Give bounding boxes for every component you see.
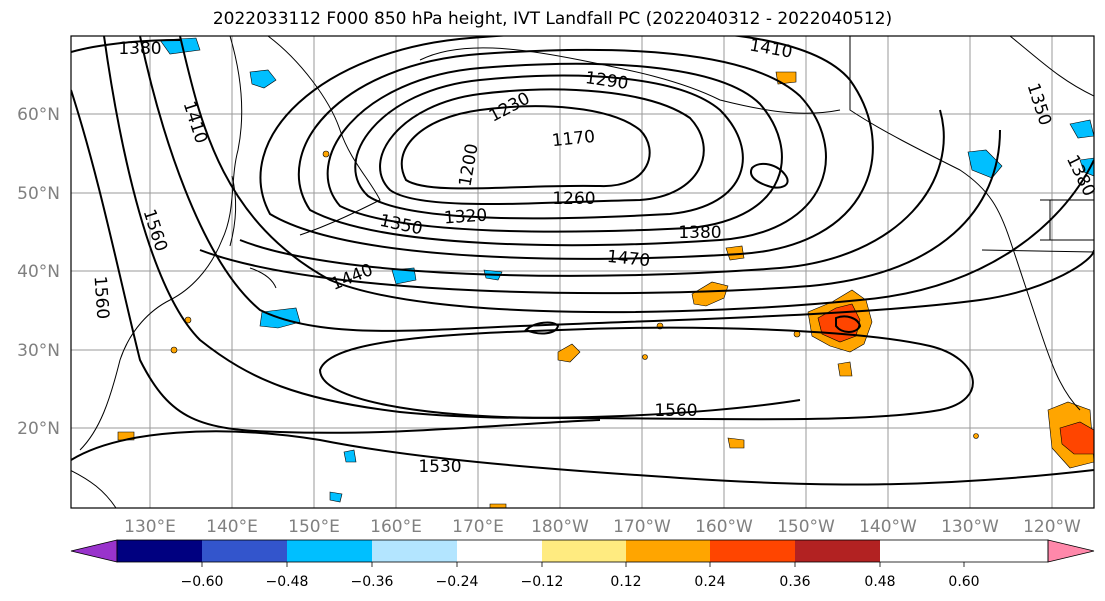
- contour-label: 1380: [678, 223, 721, 243]
- ivt-blob-negative: [1079, 157, 1094, 177]
- colorbar-bin: [710, 540, 795, 562]
- lon-label: 130°W: [941, 517, 999, 537]
- colorbar-bin: [457, 540, 542, 562]
- lon-label: 180°W: [531, 517, 589, 537]
- colorbar-bin: [542, 540, 626, 562]
- ivt-dot: [973, 433, 979, 439]
- ivt-blob-positive: [725, 245, 745, 261]
- lat-label: 40°N: [17, 262, 60, 282]
- colorbar-extend-low: [70, 539, 118, 563]
- ivt-shading: [117, 37, 1094, 508]
- colorbar-tick-label: 0.36: [779, 574, 810, 590]
- colorbar-bin: [202, 540, 287, 562]
- colorbar-tick-label: 0.12: [610, 574, 641, 590]
- ivt-blob-negative: [391, 267, 417, 285]
- contour-label: 1170: [551, 127, 596, 151]
- latitude-labels: 60°N 50°N 40°N 30°N 20°N: [17, 105, 60, 439]
- lon-label: 160°E: [370, 517, 422, 537]
- colorbar-bin: [795, 540, 880, 562]
- colorbar-tick-label: −0.60: [181, 574, 224, 590]
- ivt-blob-negative: [343, 449, 357, 463]
- contour-label: 1380: [118, 39, 161, 59]
- colorbar-bin: [372, 540, 457, 562]
- ivt-blob-positive: [837, 361, 853, 377]
- ivt-blob-negative: [329, 491, 343, 503]
- lat-label: 50°N: [17, 184, 60, 204]
- ivt-blob-strong: [1059, 421, 1094, 455]
- colorbar-bin: [287, 540, 372, 562]
- lon-label: 140°E: [206, 517, 258, 537]
- contour-label: 1560: [654, 401, 697, 421]
- colorbar-tick-label: −0.24: [436, 574, 479, 590]
- ivt-dot: [642, 354, 648, 360]
- lon-label: 150°E: [288, 517, 340, 537]
- lon-label: 130°E: [124, 517, 176, 537]
- contour-label: 1470: [606, 247, 651, 271]
- lon-label: 160°W: [695, 517, 753, 537]
- plot-area: [71, 36, 1094, 508]
- plot-frame: [70, 35, 1095, 509]
- lon-label: 170°W: [613, 517, 671, 537]
- ivt-dot: [322, 150, 330, 158]
- lon-label: 170°E: [452, 517, 504, 537]
- lon-label: 150°W: [777, 517, 835, 537]
- colorbar-tick-label: 0.60: [948, 574, 979, 590]
- colorbar-ticks: [201, 562, 965, 567]
- coastlines: [71, 36, 1094, 508]
- colorbar-tick-label: 0.48: [864, 574, 895, 590]
- ivt-blob-positive: [727, 437, 745, 449]
- colorbar-extend-high: [1047, 539, 1095, 563]
- ivt-blob-positive: [489, 503, 507, 508]
- colorbar-tick-label: −0.36: [351, 574, 394, 590]
- height-contours: [71, 36, 1094, 486]
- colorbar: −0.60 −0.48 −0.36 −0.24 −0.12 0.12 0.24 …: [70, 539, 1095, 590]
- ivt-blob-positive: [691, 281, 729, 307]
- colorbar-tick-label: −0.48: [266, 574, 309, 590]
- lon-label: 120°W: [1023, 517, 1081, 537]
- ivt-dot: [170, 346, 178, 354]
- contour-label: 1530: [418, 457, 461, 477]
- colorbar-tick-label: −0.12: [521, 574, 564, 590]
- longitude-labels: 130°E 140°E 150°E 160°E 170°E 180°W 170°…: [124, 517, 1081, 537]
- lon-label: 140°W: [859, 517, 917, 537]
- lat-label: 20°N: [17, 419, 60, 439]
- lat-label: 60°N: [17, 105, 60, 125]
- contour-label: 1260: [552, 189, 595, 209]
- ivt-blob-negative: [249, 69, 277, 89]
- lat-label: 30°N: [17, 341, 60, 361]
- colorbar-bin: [626, 540, 710, 562]
- colorbar-bin: [117, 540, 202, 562]
- contour-label: 1560: [90, 275, 113, 320]
- ivt-blob-negative: [159, 37, 201, 55]
- contour-labels: 1380 1410 1290 1230 1170 1200 1260 1410 …: [90, 35, 1099, 477]
- ivt-blob-negative: [1069, 119, 1094, 139]
- map-title: 2022033112 F000 850 hPa height, IVT Land…: [212, 9, 893, 29]
- ivt-blob-positive: [557, 343, 581, 363]
- contour-label: 1320: [443, 206, 488, 229]
- colorbar-tick-label: 0.24: [694, 574, 725, 590]
